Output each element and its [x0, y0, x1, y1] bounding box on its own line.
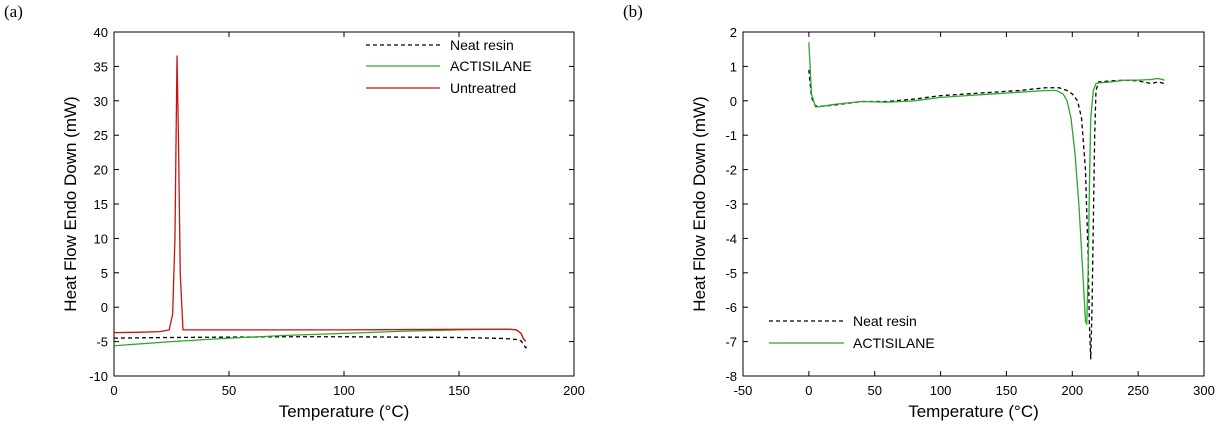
y-tick-label: 10 — [94, 231, 108, 246]
y-tick-label: 20 — [94, 163, 108, 178]
legend-label: Untreatred — [450, 80, 516, 96]
x-tick-label: 50 — [222, 383, 236, 398]
y-tick-label: -6 — [725, 300, 737, 315]
chart-panel-b: (b) -50 0 50 100 150 200 250 300 -8 -7 -6 -5 -4 -3 -2 -1… — [623, 2, 1215, 421]
y-axis-title: Heat Flow Endo Down (mW) — [61, 96, 80, 311]
x-tick-label: 50 — [867, 383, 881, 398]
y-tick-label: -10 — [89, 369, 108, 384]
y-tick-label: -5 — [725, 266, 737, 281]
y-tick-label: 2 — [730, 25, 737, 40]
y-tick-label: -2 — [725, 163, 737, 178]
chart-panel-a: (a) 0 50 100 150 200 -10 -5 0 5 10 15 20 25 30 35 40 Temp… — [4, 2, 585, 421]
y-axis-title: Heat Flow Endo Down (mW) — [690, 96, 709, 311]
plot-area-frame — [742, 31, 1205, 377]
y-tick-label: -5 — [96, 335, 108, 350]
y-tick-label: 35 — [94, 59, 108, 74]
panel-label: (b) — [623, 2, 643, 21]
legend-label: ACTISILANE — [853, 335, 935, 351]
y-tick-label: -4 — [725, 231, 737, 246]
x-tick-label: 0 — [110, 383, 117, 398]
y-tick-label: 5 — [101, 266, 108, 281]
x-tick-label: 200 — [1061, 383, 1083, 398]
x-tick-label: 300 — [1193, 383, 1215, 398]
x-tick-label: 100 — [930, 383, 952, 398]
x-tick-label: 250 — [1127, 383, 1149, 398]
y-tick-label: -7 — [725, 335, 737, 350]
panel-label: (a) — [4, 2, 23, 21]
series-line-actisilane — [808, 42, 1165, 326]
plot-series-group — [114, 55, 529, 349]
y-tick-label: 40 — [94, 25, 108, 40]
legend-label: ACTISILANE — [450, 58, 532, 74]
series-line-neat-resin — [114, 336, 529, 349]
series-line-untreatred — [114, 55, 527, 342]
x-tick-label: 150 — [996, 383, 1018, 398]
plot-series-group — [808, 42, 1165, 360]
y-tick-label: 1 — [730, 59, 737, 74]
x-tick-label: 150 — [448, 383, 470, 398]
x-tick-label: 200 — [563, 383, 585, 398]
y-tick-label: -1 — [725, 128, 737, 143]
legend-label: Neat resin — [450, 37, 514, 53]
legend-label: Neat resin — [853, 313, 917, 329]
y-tick-label: 30 — [94, 94, 108, 109]
x-tick-label: 100 — [333, 383, 355, 398]
x-tick-label: -50 — [734, 383, 753, 398]
y-tick-label: 0 — [101, 300, 108, 315]
x-tick-label: 0 — [805, 383, 812, 398]
y-tick-label: -3 — [725, 197, 737, 212]
x-axis-title: Temperature (°C) — [279, 402, 410, 421]
x-axis-title: Temperature (°C) — [908, 402, 1039, 421]
series-line-actisilane — [114, 328, 527, 347]
y-tick-label: 25 — [94, 128, 108, 143]
y-tick-label: 15 — [94, 197, 108, 212]
y-tick-label: 0 — [730, 94, 737, 109]
y-tick-label: -8 — [725, 369, 737, 384]
